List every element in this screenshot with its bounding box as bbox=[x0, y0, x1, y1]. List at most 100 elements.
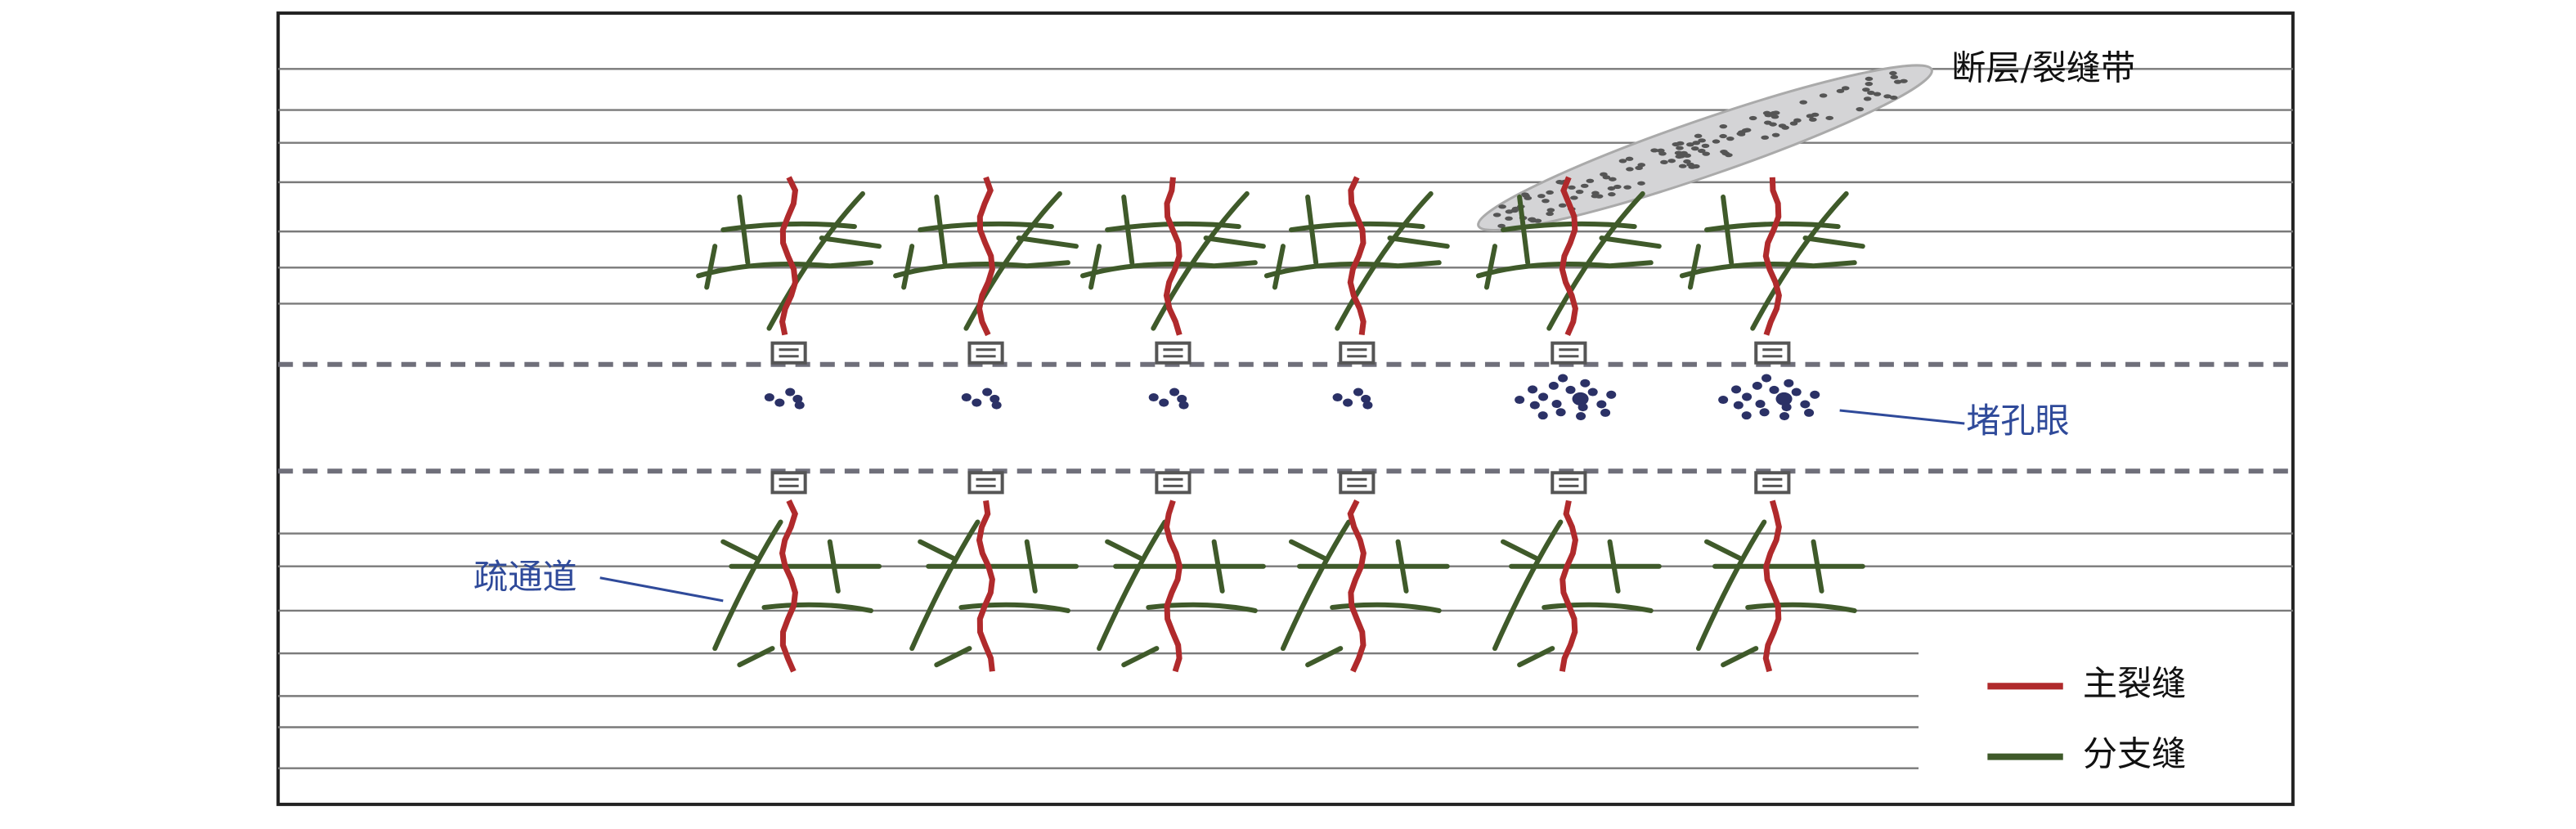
plugging-ball bbox=[1775, 392, 1793, 406]
main-fracture bbox=[1762, 177, 1782, 336]
branch-fracture bbox=[1305, 646, 1344, 668]
plugging-ball bbox=[990, 394, 1000, 403]
branch-fracture bbox=[1517, 646, 1555, 668]
branch-fracture bbox=[1721, 646, 1759, 668]
branch-fracture bbox=[901, 244, 915, 290]
main-fracture bbox=[1559, 500, 1578, 672]
branch-fracture bbox=[1203, 235, 1266, 249]
plugging-ball bbox=[1791, 388, 1802, 397]
lower-layers bbox=[278, 532, 2293, 769]
plugging-ball bbox=[1558, 374, 1568, 383]
branch-fracture bbox=[1151, 190, 1250, 331]
branch-fracture bbox=[1024, 539, 1038, 594]
branch-fracture bbox=[712, 519, 783, 652]
fault-dot bbox=[1701, 143, 1710, 148]
plugging-ball bbox=[1332, 393, 1343, 402]
fault-dot bbox=[1789, 121, 1798, 126]
fault-dot bbox=[1492, 213, 1501, 217]
branch-fracture bbox=[1121, 646, 1160, 668]
main-fracture bbox=[976, 500, 995, 672]
fault-dot bbox=[1591, 190, 1600, 195]
fault-dot bbox=[1570, 195, 1578, 200]
fault-dot bbox=[1524, 195, 1533, 200]
plugging-ball bbox=[1343, 398, 1353, 407]
plugging-ball bbox=[1800, 400, 1811, 409]
fault-dot bbox=[1694, 133, 1703, 138]
fault-dot bbox=[1883, 94, 1892, 99]
fault-dot bbox=[1771, 132, 1780, 137]
well bbox=[696, 176, 882, 673]
plugging-ball bbox=[1361, 394, 1371, 403]
fault-dot bbox=[1667, 159, 1676, 164]
fault-dot bbox=[1737, 132, 1746, 137]
fault-dot bbox=[1712, 139, 1721, 144]
branch-fracture bbox=[1501, 539, 1539, 561]
fault-dot bbox=[1498, 204, 1506, 209]
main-fracture bbox=[779, 176, 799, 336]
fault-dot bbox=[1546, 208, 1555, 213]
well bbox=[1475, 176, 1662, 672]
plugging-ball bbox=[785, 388, 796, 397]
branch-fracture bbox=[909, 519, 981, 652]
fault-dot bbox=[1793, 118, 1802, 123]
fault-dot bbox=[1771, 110, 1780, 115]
plugging-ball bbox=[1529, 401, 1540, 410]
plugging-ball bbox=[1555, 408, 1566, 417]
plugging-ball bbox=[1551, 400, 1562, 409]
plugging-ball bbox=[1587, 388, 1598, 397]
fault-dot bbox=[1683, 153, 1692, 158]
fault-dot bbox=[1862, 87, 1870, 92]
plugging-ball bbox=[1718, 396, 1729, 405]
fault-dot bbox=[1618, 159, 1627, 164]
plugging-ball bbox=[991, 401, 1002, 410]
plugging-ball bbox=[1741, 411, 1752, 420]
fault-dot bbox=[1609, 177, 1617, 181]
branch-fracture bbox=[819, 235, 882, 249]
fault-dot bbox=[1558, 203, 1567, 208]
fault-dot bbox=[1698, 148, 1706, 154]
plugging-ball bbox=[1565, 385, 1576, 394]
branch-fracture bbox=[1272, 244, 1286, 290]
branch-fracture bbox=[1211, 539, 1225, 594]
plugging-ball bbox=[1742, 392, 1752, 401]
fault-dot bbox=[1690, 146, 1699, 151]
main-fracture bbox=[1163, 500, 1183, 673]
fault-dot bbox=[1602, 175, 1611, 180]
fault-dot bbox=[1650, 148, 1658, 153]
fault-dot bbox=[1764, 113, 1773, 118]
plugging-ball bbox=[1353, 388, 1363, 397]
fault-dot bbox=[1799, 100, 1808, 105]
fault-dot bbox=[1676, 146, 1684, 150]
fault-dot bbox=[1841, 86, 1850, 91]
well bbox=[893, 176, 1079, 672]
fault-dot bbox=[1761, 135, 1770, 140]
branch-fracture bbox=[1483, 244, 1498, 290]
frame bbox=[276, 11, 2295, 806]
fault-dot bbox=[1546, 190, 1554, 195]
branch-fracture bbox=[934, 646, 972, 668]
plugging-ball bbox=[1515, 396, 1525, 405]
plugging-ball bbox=[972, 398, 982, 407]
fault-dot bbox=[1542, 199, 1550, 204]
packer bbox=[770, 471, 807, 495]
fault-dot bbox=[1809, 117, 1817, 122]
packer bbox=[1339, 471, 1376, 495]
packer bbox=[770, 341, 807, 365]
branch-fracture bbox=[1704, 539, 1743, 561]
fault-label: 断层/裂缝带 bbox=[1951, 47, 2135, 87]
plugging-label: 堵孔眼 bbox=[1966, 401, 2069, 441]
branch-fracture bbox=[918, 221, 1054, 233]
fault-dot bbox=[1806, 114, 1815, 119]
branch-fracture bbox=[1305, 194, 1319, 266]
branch-fracture bbox=[827, 539, 841, 594]
fault-dot bbox=[1865, 76, 1874, 82]
plugging-ball bbox=[982, 388, 993, 397]
fault-dot bbox=[1625, 156, 1634, 161]
fault-dot bbox=[1698, 138, 1706, 143]
fault-dot bbox=[1900, 78, 1908, 83]
plugging-ball bbox=[1159, 398, 1169, 407]
main-fracture bbox=[1762, 500, 1782, 673]
packer bbox=[1155, 471, 1192, 495]
fault-dot bbox=[1748, 115, 1757, 121]
